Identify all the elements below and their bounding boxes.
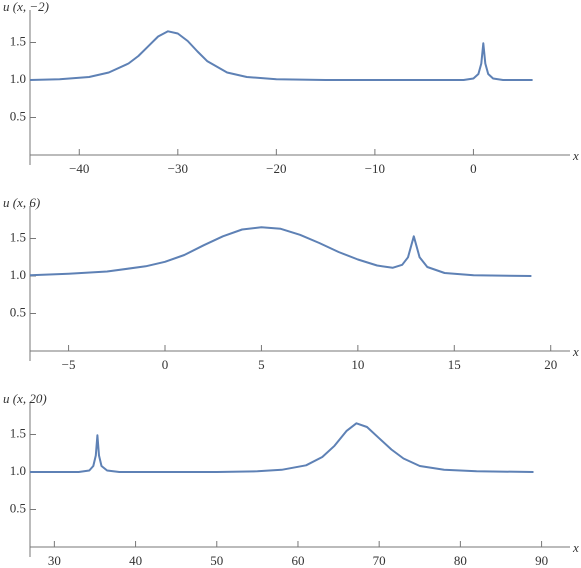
y-tick-label: 1.0	[10, 71, 26, 86]
x-tick-label: 20	[544, 357, 557, 372]
y-tick-label: 1.5	[10, 229, 26, 244]
x-axis-label: x	[572, 148, 579, 163]
y-axis-label: u (x, 6)	[3, 195, 40, 210]
y-tick-label: 1.5	[10, 33, 26, 48]
x-tick-label: 50	[210, 553, 223, 568]
y-axis-label: u (x, 20)	[3, 391, 47, 406]
y-axis-label: u (x, −2)	[3, 0, 49, 14]
x-tick-label: −5	[62, 357, 76, 372]
x-tick-label: 60	[291, 553, 304, 568]
x-tick-label: −30	[168, 161, 188, 176]
x-tick-label: 5	[258, 357, 265, 372]
y-tick-label: 0.5	[10, 500, 26, 515]
x-tick-label: 15	[448, 357, 461, 372]
x-tick-label: 40	[129, 553, 142, 568]
x-tick-label: 0	[470, 161, 477, 176]
data-line	[29, 226, 532, 277]
x-tick-label: −20	[266, 161, 286, 176]
y-tick-label: 0.5	[10, 304, 26, 319]
x-axis-label: x	[572, 344, 579, 359]
y-tick-label: 0.5	[10, 108, 26, 123]
x-tick-label: 10	[351, 357, 364, 372]
x-tick-label: −10	[365, 161, 385, 176]
x-tick-label: 80	[454, 553, 467, 568]
y-tick-label: 1.5	[10, 425, 26, 440]
x-tick-label: 30	[48, 553, 61, 568]
x-tick-label: 0	[162, 357, 169, 372]
x-axis-label: x	[572, 540, 579, 555]
data-line	[29, 30, 533, 81]
x-tick-label: 70	[373, 553, 386, 568]
y-tick-label: 1.0	[10, 267, 26, 282]
data-line	[30, 422, 534, 473]
x-tick-label: 90	[535, 553, 548, 568]
y-tick-label: 1.0	[10, 463, 26, 478]
x-tick-label: −40	[69, 161, 89, 176]
